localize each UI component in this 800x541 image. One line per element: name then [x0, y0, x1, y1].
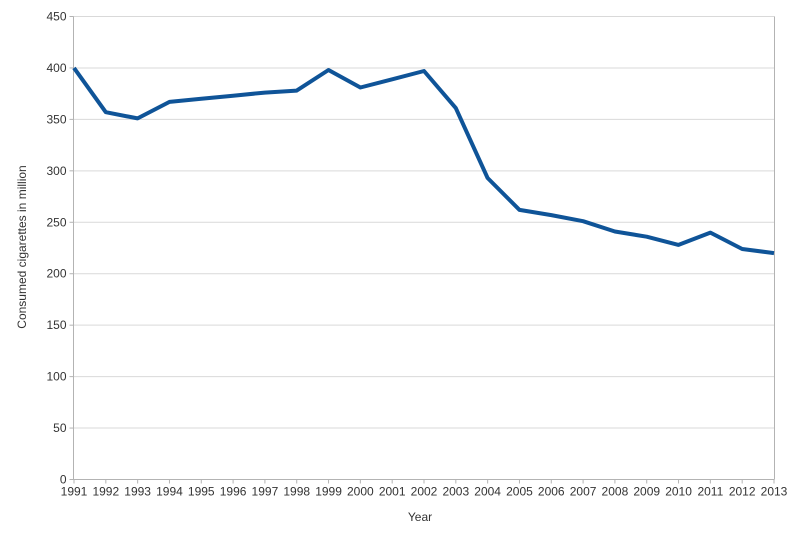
y-axis-title: Consumed cigarettes in million: [15, 165, 29, 329]
y-tick-label: 300: [46, 164, 66, 178]
y-tick-label: 0: [60, 473, 67, 487]
x-tick-label: 2002: [411, 485, 438, 499]
x-tick-label: 1994: [156, 485, 183, 499]
x-tick-label: 1996: [220, 485, 247, 499]
x-tick-label: 2005: [506, 485, 533, 499]
x-tick-label: 1998: [283, 485, 310, 499]
x-tick-label: 2012: [729, 485, 756, 499]
x-tick-label: 1992: [92, 485, 119, 499]
x-tick-label: 2000: [347, 485, 374, 499]
y-tick-label: 200: [46, 267, 66, 281]
gridlines: [73, 16, 775, 429]
y-tick-label: 250: [46, 215, 66, 229]
x-tick-label: 2003: [442, 485, 469, 499]
x-tick-label: 1997: [252, 485, 279, 499]
x-tick-label: 2004: [474, 485, 501, 499]
x-tick-labels: 1991 1992 1993 1994 1995 1996 1997 1998 1999 2000…: [61, 485, 788, 499]
y-tick-label: 150: [46, 318, 66, 332]
x-tick-label: 1999: [315, 485, 342, 499]
y-tick-label: 100: [46, 370, 66, 384]
x-tick-label: 2007: [570, 485, 597, 499]
y-tick-label: 350: [46, 112, 66, 126]
y-tick-label: 450: [46, 10, 66, 24]
y-tick-label: 400: [46, 61, 66, 75]
x-tick-label: 1993: [124, 485, 151, 499]
x-axis-title: Year: [407, 510, 433, 524]
x-tick-label: 2009: [633, 485, 660, 499]
y-tick-label: 50: [53, 421, 67, 435]
x-tick-label: 2013: [761, 485, 788, 499]
y-tick-labels: 0 50 100 150 200 250 300 350 400 450: [46, 10, 66, 487]
x-tick-label: 2008: [602, 485, 629, 499]
axes: [69, 16, 775, 484]
x-tick-label: 1995: [188, 485, 215, 499]
x-tick-label: 2010: [665, 485, 692, 499]
data-line: [72, 66, 775, 256]
x-tick-label: 1991: [61, 485, 88, 499]
x-tick-label: 2006: [538, 485, 565, 499]
x-tick-label: 2001: [379, 485, 406, 499]
x-tick-label: 2011: [697, 485, 723, 499]
